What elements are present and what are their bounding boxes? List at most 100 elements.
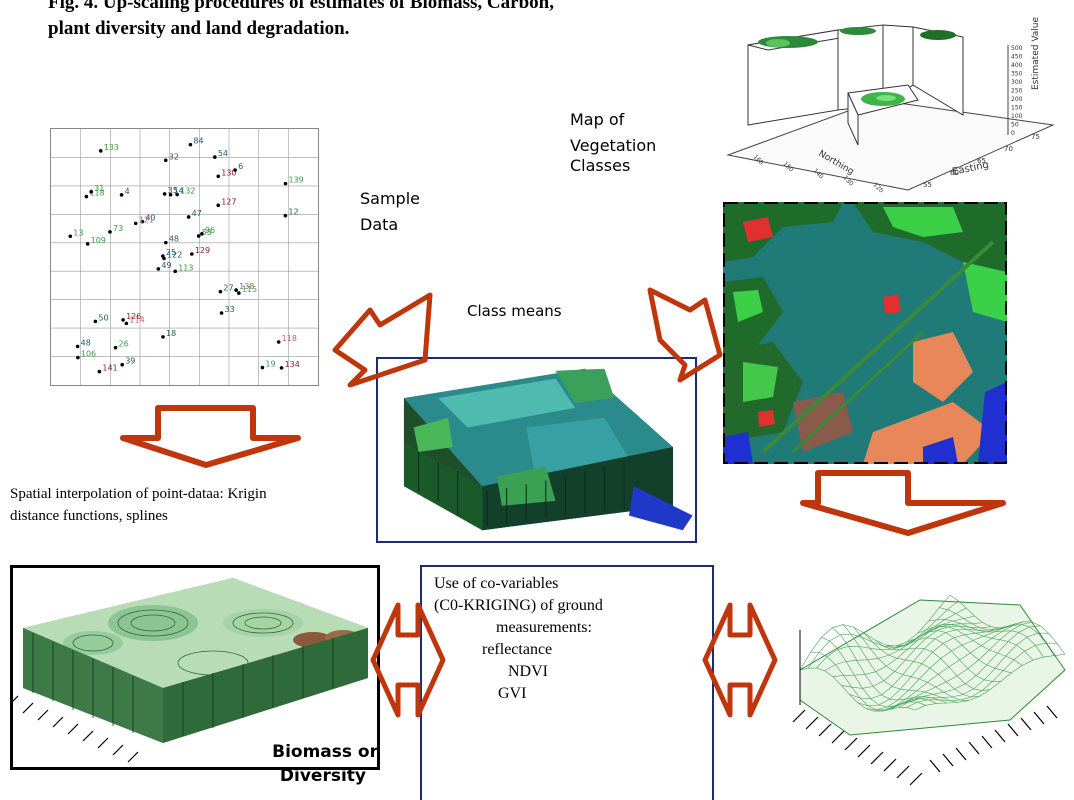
z-tick-label: 250	[1011, 88, 1023, 95]
sample-point: 114	[124, 315, 145, 326]
interpolation-caption: Spatial interpolation of point-dataa: Kr…	[10, 483, 370, 527]
z-tick-label: 350	[1011, 71, 1023, 78]
sample-point-label: 113	[178, 263, 193, 272]
sample-point-label: 73	[113, 224, 123, 233]
sample-point-label: 134	[285, 360, 300, 369]
z-tick-label: 150	[1011, 105, 1023, 112]
sample-point-label: 96	[205, 226, 215, 235]
sample-point-label: 49	[161, 261, 171, 270]
wireframe-surface-plot	[792, 594, 1066, 786]
arrow-down-left	[120, 405, 301, 468]
sample-point: 134	[279, 360, 300, 370]
class-block-3d-plot: Estimated Value Easting Northing 0501001…	[726, 16, 1055, 195]
sample-point: 96	[200, 226, 215, 236]
sample-point-label: 31	[94, 184, 104, 193]
sample-points-map: 113 118 122 48 55 114 54 132 130 129 133 134 109 139 4…	[50, 128, 319, 386]
sample-point: 141	[97, 364, 118, 374]
sample-point: 26	[113, 340, 129, 350]
sample-point-label: 13	[73, 228, 83, 237]
sample-point-label: 141	[102, 364, 117, 373]
sample-point-label: 122	[167, 251, 182, 260]
sample-point-label: 32	[169, 152, 179, 161]
class-means-label: Class means	[467, 302, 562, 320]
interpolation-line1: Spatial interpolation of point-dataa: Kr…	[10, 486, 267, 502]
plot-floor	[726, 99, 1055, 191]
double-arrow-right	[702, 602, 778, 718]
z-tick-label: 500	[1011, 45, 1023, 52]
sample-point-label: 18	[166, 329, 176, 338]
sample-point-label: 40	[145, 214, 155, 223]
sample-point-label: 47	[192, 209, 202, 218]
sample-point: 39	[120, 357, 135, 367]
arrow-vegmap-to-class	[647, 287, 723, 383]
x-tick-label: 55	[923, 181, 932, 189]
sample-point: 12	[283, 208, 299, 218]
sample-point: 138	[234, 282, 254, 292]
x-tick-label: 65	[977, 157, 986, 165]
sample-point-label: 129	[195, 246, 210, 255]
sample-point: 118	[276, 334, 297, 344]
sample-point: 47	[186, 209, 202, 219]
biomass-caption-line2: Diversity	[279, 766, 366, 786]
data-label: Data	[360, 215, 399, 234]
sample-point: 4	[119, 187, 130, 197]
sample-point-label: 25	[166, 248, 176, 257]
biomass-caption-line1: Biomass or	[272, 742, 378, 762]
covar-line1: Use of co-variables	[434, 575, 559, 592]
vegetation-map-label: Map of Vegetation Classes	[570, 107, 656, 179]
x-tick-label: 75	[1031, 133, 1040, 141]
sample-point-label: 26	[119, 340, 129, 349]
vegetation-label: Vegetation	[570, 136, 657, 155]
sample-point-label: 48	[169, 235, 179, 244]
classes-label: Classes	[570, 156, 631, 175]
sample-point: 35	[162, 186, 178, 196]
sample-point-label: 35	[168, 186, 178, 195]
vegetation-blobs	[758, 27, 956, 106]
vegetation-class-map	[723, 202, 1007, 464]
sample-point-label: 33	[225, 305, 235, 314]
co-variables-box: Use of co-variables (C0-KRIGING) of grou…	[420, 565, 714, 800]
biomass-surface-svg	[13, 578, 368, 763]
sample-point: 130	[216, 168, 237, 179]
biomass-surface-box	[10, 565, 380, 770]
map-of-label: Map of	[570, 110, 625, 129]
covar-line5: NDVI	[508, 663, 548, 680]
sample-point-label: 14	[174, 187, 184, 196]
sample-point-label: 84	[193, 137, 203, 146]
sample-point: 27	[218, 284, 234, 294]
figure-title-line2: plant diversity and land degradation.	[48, 18, 350, 39]
sample-point: 73	[108, 224, 123, 234]
sample-point: 129	[190, 246, 210, 256]
z-tick-label: 50	[1011, 122, 1019, 129]
sample-data-label: Sample Data	[360, 186, 420, 238]
z-tick-label: 200	[1011, 96, 1023, 103]
sample-point-label: 55	[202, 228, 212, 237]
sample-point: 121	[133, 215, 154, 226]
sample-point-label: 54	[218, 149, 228, 158]
sample-label: Sample	[360, 189, 420, 208]
x-tick-label: 70	[1004, 145, 1013, 153]
vegmap-patches	[723, 202, 1007, 464]
class-means-surface	[376, 357, 697, 543]
z-tick-label: 450	[1011, 54, 1023, 61]
sample-point: 55	[196, 228, 212, 238]
sample-point: 132	[175, 186, 195, 197]
sample-point: 113	[173, 263, 194, 274]
sample-point: 32	[163, 152, 179, 163]
figure-title: Fig. 4. Up-scaling procedures of estimat…	[48, 0, 748, 42]
sample-point-label: 106	[81, 350, 96, 359]
sample-point-label: 138	[239, 282, 254, 291]
covar-line4: reflectance	[482, 641, 553, 658]
sample-point-label: 118	[89, 189, 104, 198]
sample-point: 19	[260, 360, 276, 370]
sample-point-label: 109	[91, 236, 106, 245]
figure-title-line1: Fig. 4. Up-scaling procedures of estimat…	[48, 0, 554, 13]
sample-point-label: 118	[282, 334, 297, 343]
interpolation-line2: distance functions, splines	[10, 508, 168, 524]
sample-point: 33	[219, 305, 235, 315]
sample-point-label: 126	[126, 312, 141, 321]
biomass-caption: Biomass or Diversity	[250, 740, 378, 788]
sample-point-label: 127	[221, 197, 236, 206]
sample-point: 49	[156, 261, 172, 271]
x-tick-label: 60	[950, 169, 959, 177]
